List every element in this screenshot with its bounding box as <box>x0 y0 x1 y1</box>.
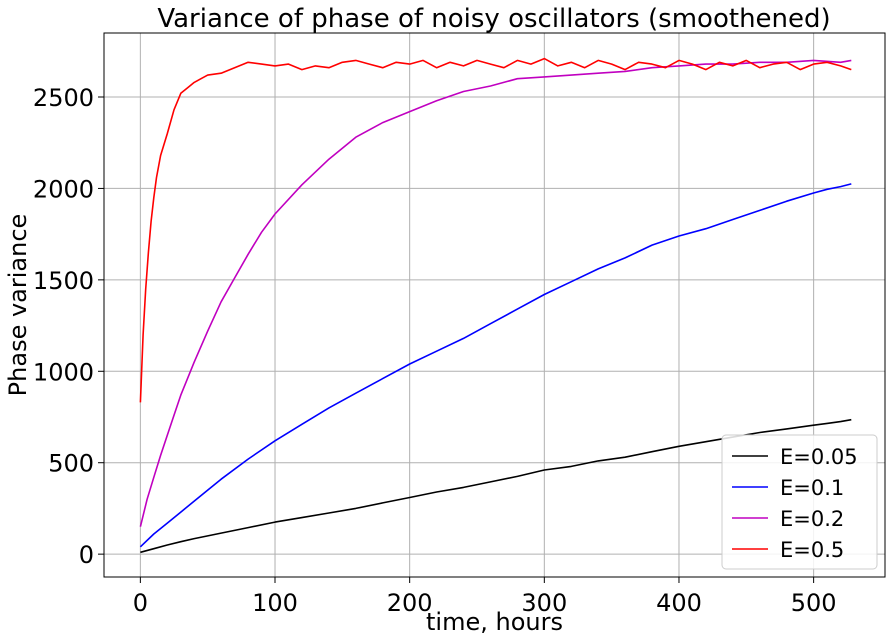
y-tick-label: 1000 <box>33 358 94 386</box>
x-tick-label: 300 <box>521 589 567 617</box>
x-tick-label: 500 <box>791 589 837 617</box>
x-tick-label: 100 <box>252 589 298 617</box>
series-line-e-0-05 <box>140 418 852 554</box>
x-tick-label: 400 <box>656 589 702 617</box>
series-line-e-0-1 <box>139 183 852 548</box>
plot-frame <box>103 32 886 578</box>
legend: E=0.05 E=0.1 E=0.2 E=0.5 <box>721 434 878 570</box>
y-tick-label: 2500 <box>33 84 94 112</box>
y-axis-title: Phase variance <box>4 214 32 397</box>
series-line-e-0-5 <box>139 57 852 403</box>
y-tick-label: 0 <box>79 541 94 569</box>
legend-label: E=0.1 <box>780 476 844 500</box>
grid-lines <box>104 33 885 577</box>
x-tick-label: 200 <box>387 589 433 617</box>
legend-label: E=0.05 <box>780 445 858 469</box>
x-axis-title: time, hours <box>426 608 563 636</box>
series-line-e-0-2 <box>139 59 852 527</box>
x-tick-label: 0 <box>133 589 148 617</box>
legend-label: E=0.2 <box>780 507 844 531</box>
y-tick-label: 1500 <box>33 267 94 295</box>
y-tick-label: 2000 <box>33 175 94 203</box>
legend-label: E=0.5 <box>780 538 844 562</box>
series-lines <box>139 57 852 554</box>
axis-ticks: 0 100 200 300 400 500 0 500 1000 1500 2000 2500 <box>33 84 837 617</box>
y-tick-label: 500 <box>48 450 94 478</box>
chart-title: Variance of phase of noisy oscillators (… <box>157 4 830 34</box>
legend-box <box>721 434 878 570</box>
